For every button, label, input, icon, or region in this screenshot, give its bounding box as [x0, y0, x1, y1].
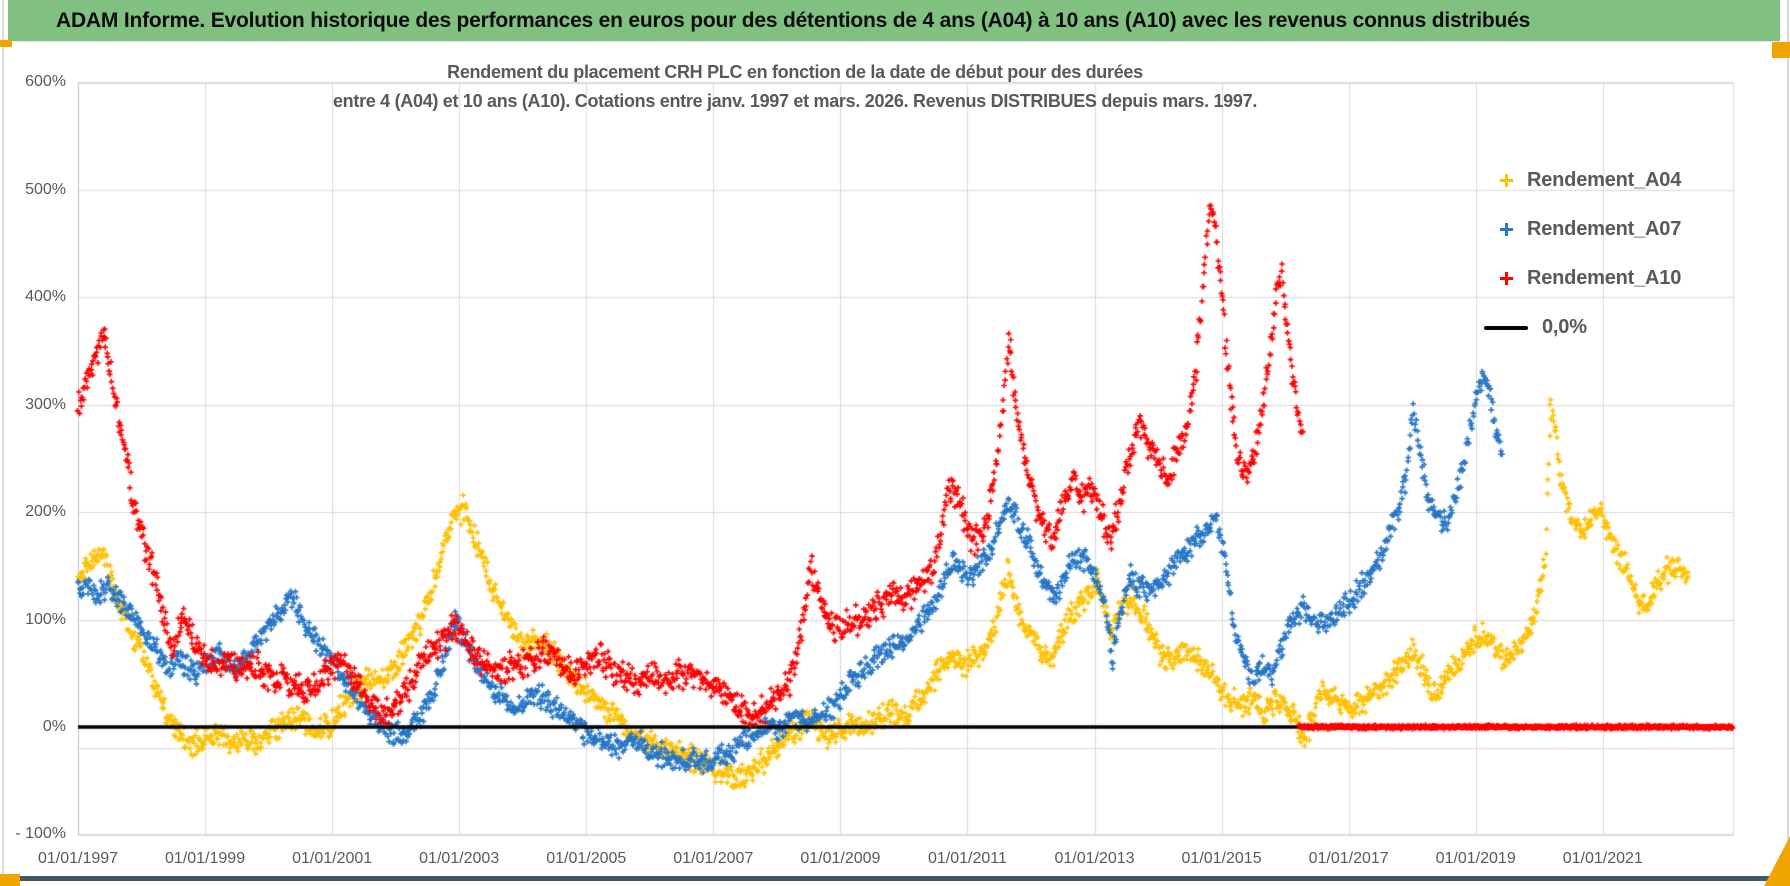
legend-item-0-0-: 0,0%: [1484, 303, 1681, 352]
corner-accent-top-right: [1772, 42, 1790, 58]
bottom-divider-line: [0, 876, 1790, 881]
chart-title-line2: entre 4 (A04) et 10 ans (A10). Cotations…: [332, 91, 1258, 111]
corner-accent-bottom-left: [0, 874, 20, 886]
x-tick-label: 01/01/2011: [927, 850, 1007, 867]
window-border-right: [1787, 0, 1789, 886]
x-tick-label: 01/01/2001: [292, 850, 373, 867]
x-tick-label: 01/01/1999: [165, 850, 246, 867]
legend-item-rendement-a04: Rendement_A04: [1488, 156, 1681, 205]
y-tick-label: - 100%: [15, 825, 66, 843]
legend-item-rendement-a10: Rendement_A10: [1488, 254, 1681, 303]
chart-title: Rendement du placement CRH PLC en foncti…: [60, 58, 1530, 116]
x-tick-label: 01/01/2017: [1308, 850, 1389, 867]
x-tick-label: 01/01/1997: [37, 850, 119, 867]
line-marker-icon: [1484, 325, 1528, 330]
legend-label: Rendement_A04: [1527, 169, 1682, 191]
y-tick-label: 200%: [25, 503, 66, 521]
x-tick-label: 01/01/2021: [1562, 850, 1643, 867]
x-tick-label: 01/01/2003: [419, 850, 500, 867]
legend-label: Rendement_A10: [1527, 267, 1682, 289]
legend-label: Rendement_A07: [1527, 218, 1682, 240]
x-tick-label: 01/01/2007: [673, 850, 754, 867]
corner-accent-top-left: [0, 40, 12, 47]
y-tick-label: 500%: [25, 180, 66, 198]
y-tick-label: 400%: [25, 288, 66, 306]
y-tick-label: 0%: [42, 718, 66, 735]
page-title: ADAM Informe. Evolution historique des p…: [56, 8, 1531, 32]
x-tick-label: 01/01/2009: [800, 850, 881, 867]
plus-marker-icon: [1500, 272, 1513, 285]
x-tick-label: 01/01/2015: [1181, 850, 1262, 867]
header-bar: ADAM Informe. Evolution historique des p…: [8, 0, 1780, 42]
y-tick-label: 600%: [25, 73, 66, 91]
y-tick-label: 300%: [25, 395, 66, 413]
legend-item-rendement-a07: Rendement_A07: [1488, 205, 1681, 254]
legend-label: 0,0%: [1542, 316, 1587, 338]
plus-marker-icon: [1500, 223, 1513, 236]
x-tick-label: 01/01/2013: [1054, 850, 1135, 867]
y-tick-label: 100%: [25, 610, 66, 628]
chart-legend: Rendement_A04 Rendement_A07 Rendement_A10 0…: [1484, 156, 1681, 352]
x-tick-label: 01/01/2005: [546, 850, 627, 867]
x-tick-label: 01/01/2019: [1435, 850, 1516, 867]
plus-marker-icon: [1500, 174, 1513, 187]
chart-title-line1: Rendement du placement CRH PLC en foncti…: [447, 62, 1143, 82]
window-border-left: [2, 0, 4, 886]
corner-accent-bottom-right: [1764, 836, 1790, 886]
